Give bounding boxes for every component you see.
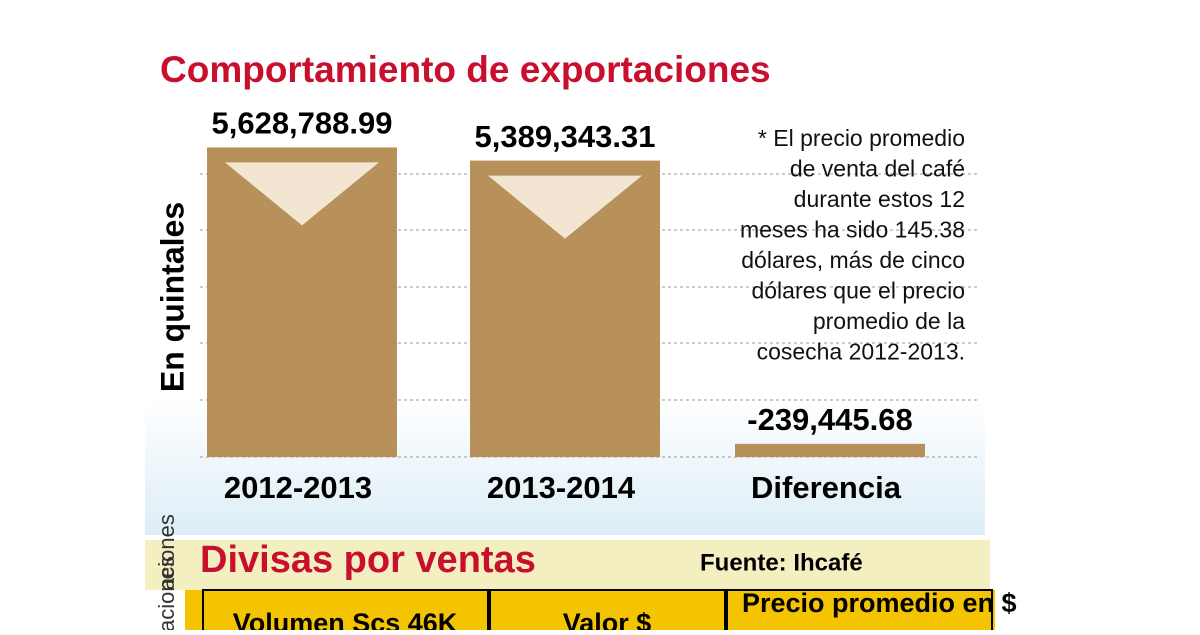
bar-decoration xyxy=(488,175,642,239)
note-line: dólares, más de cinco xyxy=(741,247,965,273)
y-axis-label: En quintales xyxy=(154,202,190,392)
note-line: promedio de la xyxy=(813,308,965,334)
note-line: * El precio promedio xyxy=(758,125,965,151)
side-label: aciones xyxy=(154,514,179,590)
table-cell xyxy=(202,589,489,635)
table-cell xyxy=(489,589,726,635)
bar-decoration xyxy=(225,162,379,226)
note-line: de venta del café xyxy=(790,156,965,182)
note: * El precio promedio de venta del café dur… xyxy=(740,125,965,365)
x-tick-label: 2012-2013 xyxy=(224,470,372,505)
x-tick-label: Diferencia xyxy=(751,470,902,505)
section-title: Divisas por ventas xyxy=(200,539,536,581)
x-tick-label: 2013-2014 xyxy=(487,470,636,505)
value-label: 5,389,343.31 xyxy=(474,119,655,154)
section-band xyxy=(145,540,990,590)
table-header: Volumen Scs 46K xyxy=(233,608,458,630)
value-label: -239,445.68 xyxy=(747,402,912,437)
bar xyxy=(735,443,925,457)
source: Fuente: Ihcafé xyxy=(700,549,863,576)
table-header: Valor $ xyxy=(563,608,652,630)
note-line: dólares que el precio xyxy=(751,278,965,304)
value-label: 5,628,788.99 xyxy=(211,106,392,141)
note-line: cosecha 2012-2013. xyxy=(757,339,965,365)
table-header: Precio promedio en $ xyxy=(742,588,1017,618)
chart-title: Comportamiento de exportaciones xyxy=(160,49,771,90)
note-line: meses ha sido 145.38 xyxy=(740,217,965,243)
table-cell xyxy=(726,589,993,635)
side-label: aciones xyxy=(154,556,179,630)
table-header-bg xyxy=(185,590,995,630)
note-line: durante estos 12 xyxy=(794,186,965,212)
